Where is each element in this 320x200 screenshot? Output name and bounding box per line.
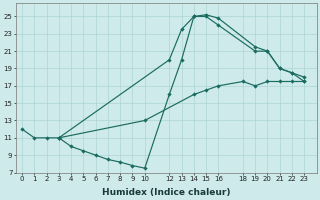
X-axis label: Humidex (Indice chaleur): Humidex (Indice chaleur) [102,188,230,197]
